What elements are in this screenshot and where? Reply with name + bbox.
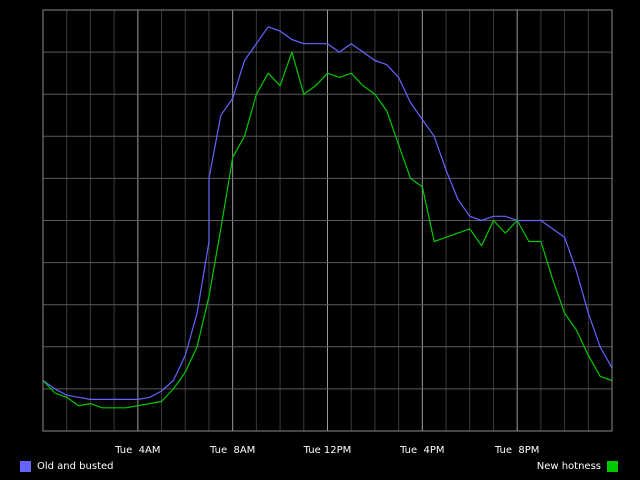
legend-item-new-hotness: New hotness	[537, 461, 618, 472]
x-tick-label: Tue 12PM	[303, 445, 352, 456]
gridlines	[43, 10, 612, 431]
x-tick-label: Tue 4PM	[399, 445, 444, 456]
legend-swatch-old	[20, 461, 31, 472]
legend-label-old: Old and busted	[37, 461, 114, 472]
series-lines	[42, 26, 613, 409]
x-tick-label: Tue 8AM	[209, 445, 255, 456]
legend-swatch-new	[607, 461, 618, 472]
x-tick-labels: Tue 4AM Tue 8AM Tue 12PM Tue 4PM Tue 8PM	[114, 445, 539, 456]
legend-label-new: New hotness	[536, 461, 601, 472]
series-line-new-hotness	[42, 51, 613, 409]
legend-item-old-and-busted: Old and busted	[20, 461, 113, 472]
series-line-old-and-busted	[42, 26, 613, 400]
x-tick-label: Tue 8PM	[494, 445, 539, 456]
x-tick-label: Tue 4AM	[114, 445, 160, 456]
plot-frame	[42, 9, 613, 432]
